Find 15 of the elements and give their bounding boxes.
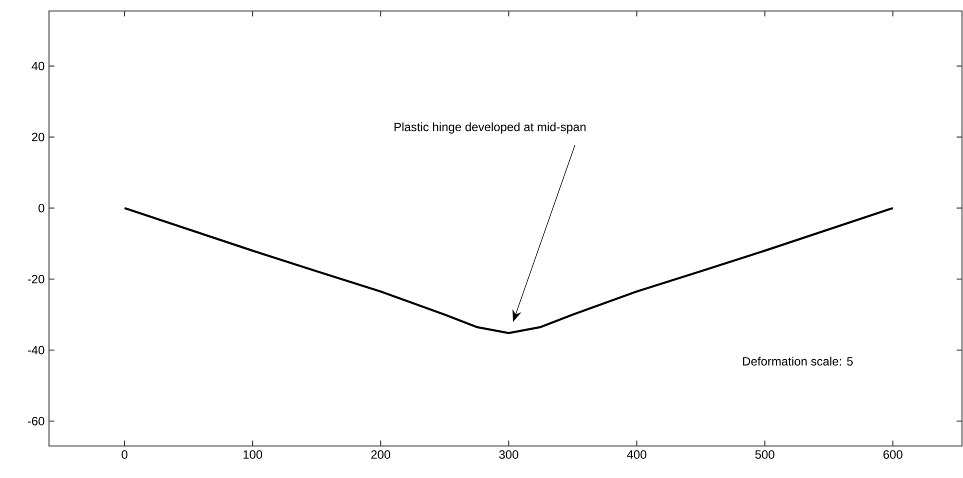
x-tick-label: 100 xyxy=(244,450,262,459)
x-tick-label: 300 xyxy=(499,450,518,459)
y-tick-label: -60 xyxy=(28,416,44,426)
y-tick-label: 20 xyxy=(32,132,44,142)
x-tick-label: 0 xyxy=(122,450,128,459)
x-tick-label: 400 xyxy=(627,450,646,459)
annotation: Plastic hinge developed at mid-span xyxy=(394,122,586,134)
x-tick-label: 600 xyxy=(883,450,902,459)
y-tick-label: 40 xyxy=(32,62,44,70)
x-tick-label: 500 xyxy=(755,450,774,459)
y-tick-label: 0 xyxy=(38,204,44,212)
x-tick-label: 200 xyxy=(371,450,390,459)
y-tick-label: -20 xyxy=(28,274,44,284)
y-tick-label: -40 xyxy=(28,346,44,354)
annotation: Deformation scale: 5 xyxy=(743,356,853,366)
